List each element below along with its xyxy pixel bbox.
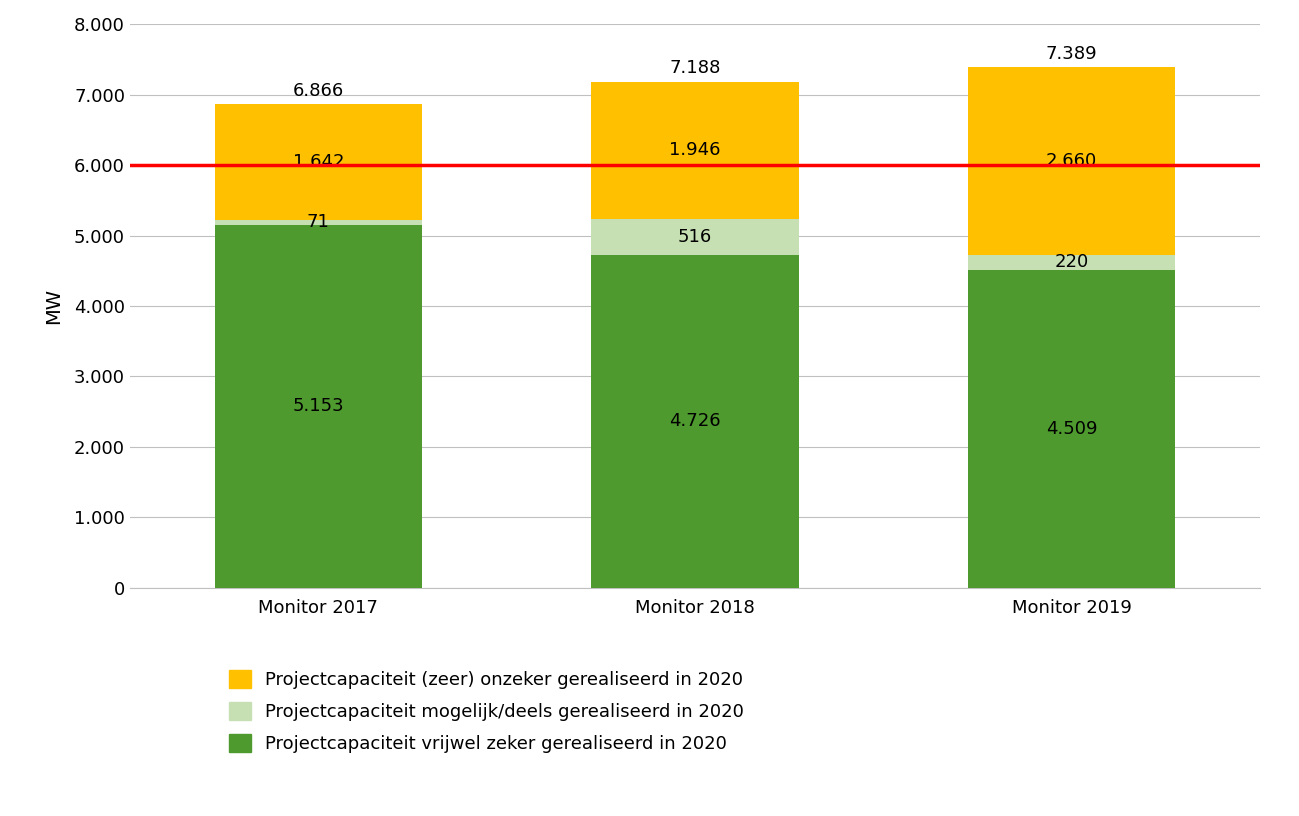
Bar bbox=[214, 104, 422, 220]
Bar bbox=[591, 82, 799, 219]
Bar bbox=[968, 270, 1176, 588]
Bar bbox=[968, 255, 1176, 270]
Bar bbox=[968, 68, 1176, 255]
Bar bbox=[214, 225, 422, 588]
Text: 7.188: 7.188 bbox=[669, 60, 721, 78]
Y-axis label: MW: MW bbox=[44, 288, 62, 324]
Text: 220: 220 bbox=[1055, 254, 1089, 272]
Text: 4.509: 4.509 bbox=[1046, 420, 1098, 438]
Text: 1.642: 1.642 bbox=[292, 153, 344, 171]
Text: 7.389: 7.389 bbox=[1046, 45, 1098, 64]
Legend: Projectcapaciteit (zeer) onzeker gerealiseerd in 2020, Projectcapaciteit mogelij: Projectcapaciteit (zeer) onzeker gereali… bbox=[230, 670, 744, 753]
Text: 71: 71 bbox=[307, 213, 330, 232]
Text: 2.660: 2.660 bbox=[1046, 152, 1098, 170]
Bar bbox=[591, 255, 799, 588]
Bar bbox=[214, 220, 422, 225]
Text: 516: 516 bbox=[678, 228, 712, 246]
Bar bbox=[591, 219, 799, 255]
Text: 1.946: 1.946 bbox=[669, 141, 721, 159]
Text: 4.726: 4.726 bbox=[669, 412, 721, 430]
Text: 6.866: 6.866 bbox=[292, 82, 344, 100]
Text: 5.153: 5.153 bbox=[292, 397, 344, 415]
